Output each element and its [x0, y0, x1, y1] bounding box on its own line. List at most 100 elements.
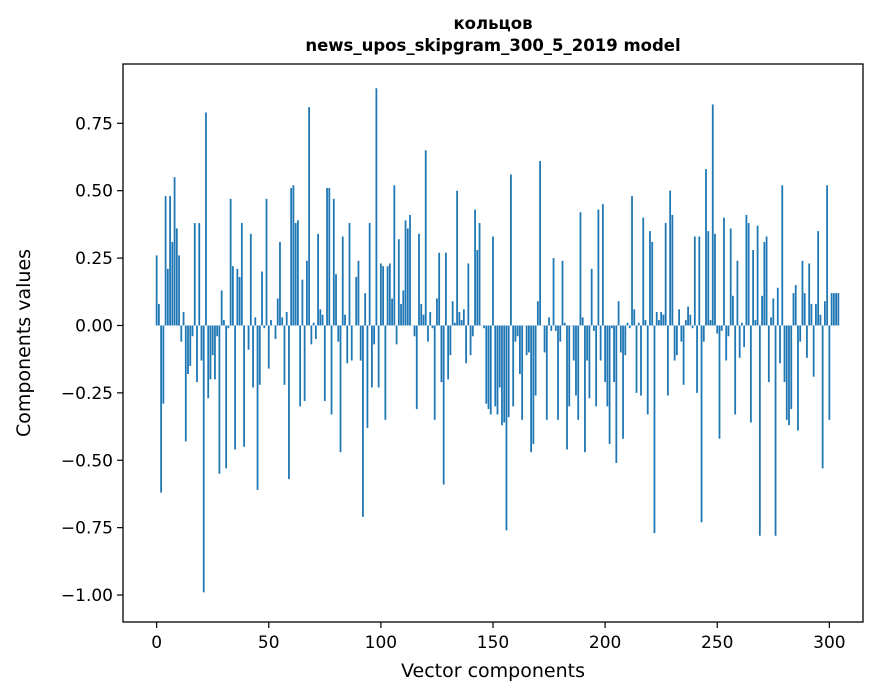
bar [806, 325, 808, 358]
bar [741, 322, 743, 326]
bar [471, 325, 474, 337]
bar [736, 260, 739, 326]
bar [561, 260, 564, 326]
bar [593, 325, 595, 331]
bar [662, 314, 665, 326]
bar [265, 198, 268, 326]
bar [617, 301, 620, 326]
bar [763, 241, 766, 326]
bar [209, 325, 212, 380]
bar [231, 266, 234, 326]
bar [588, 325, 591, 399]
bar [474, 209, 476, 326]
y-tick-label: −0.50 [61, 451, 113, 471]
bar [613, 325, 615, 383]
bar [810, 303, 813, 326]
bar [667, 325, 669, 396]
bar [702, 325, 705, 342]
bar [507, 325, 510, 418]
bar [696, 325, 698, 393]
bar [404, 220, 407, 326]
bar [449, 325, 452, 356]
bar [595, 325, 598, 407]
bar [160, 325, 163, 493]
bar [519, 325, 521, 374]
bar [498, 325, 501, 388]
bar [436, 298, 438, 326]
bar [348, 223, 351, 326]
x-tick-label: 200 [589, 633, 621, 653]
bar [211, 325, 214, 356]
bar [243, 325, 245, 447]
bar [375, 88, 378, 326]
bar [554, 325, 557, 331]
bar [530, 325, 533, 453]
bar [442, 325, 445, 485]
bar [693, 236, 696, 326]
bar [637, 322, 640, 326]
bar [718, 325, 721, 439]
y-tick-label: 0.25 [75, 249, 113, 269]
bar [714, 233, 716, 326]
bar [534, 325, 537, 396]
bar [205, 112, 207, 326]
bar [716, 325, 719, 334]
bar [485, 325, 488, 404]
bar [487, 325, 490, 410]
bar [478, 223, 481, 326]
bar [539, 161, 541, 326]
bar [725, 325, 728, 361]
bar [393, 185, 396, 326]
y-tick-label: −0.75 [61, 519, 113, 539]
bar [776, 287, 779, 326]
bar [646, 325, 649, 415]
bar [431, 325, 434, 329]
bar [483, 325, 485, 329]
bar [584, 325, 586, 453]
bar [453, 322, 456, 326]
bar [187, 325, 189, 374]
bar [418, 233, 420, 326]
bar [364, 293, 367, 326]
bar [794, 285, 797, 326]
bar [335, 274, 337, 326]
bar [285, 312, 288, 326]
bar [227, 325, 230, 329]
bar [346, 325, 349, 364]
bar [494, 325, 497, 407]
bar [234, 325, 237, 450]
bar [276, 298, 279, 326]
bar [391, 298, 393, 326]
bar [790, 325, 793, 410]
bar [586, 325, 589, 361]
bar [366, 325, 369, 428]
bar [601, 204, 604, 326]
bar [294, 223, 297, 326]
bar [671, 214, 674, 326]
bar [709, 320, 712, 326]
bar [330, 325, 333, 415]
bar [689, 314, 692, 326]
bar [184, 325, 187, 442]
bar [164, 196, 167, 326]
bar [727, 325, 730, 337]
bar [162, 325, 165, 404]
bar [326, 188, 328, 326]
bar [770, 317, 772, 326]
bar [308, 107, 311, 326]
bar [350, 325, 353, 361]
bar [373, 325, 376, 345]
y-tick-label: −0.25 [61, 384, 113, 404]
bar [803, 293, 806, 326]
bar [429, 312, 432, 326]
bar [415, 325, 418, 410]
y-tick-label: −1.00 [61, 586, 113, 606]
bar [202, 325, 205, 593]
bar [774, 325, 777, 536]
bar [835, 293, 837, 326]
bar [301, 279, 304, 326]
y-axis-label: Components values [13, 249, 35, 437]
bar [572, 325, 575, 361]
bar [254, 317, 257, 326]
